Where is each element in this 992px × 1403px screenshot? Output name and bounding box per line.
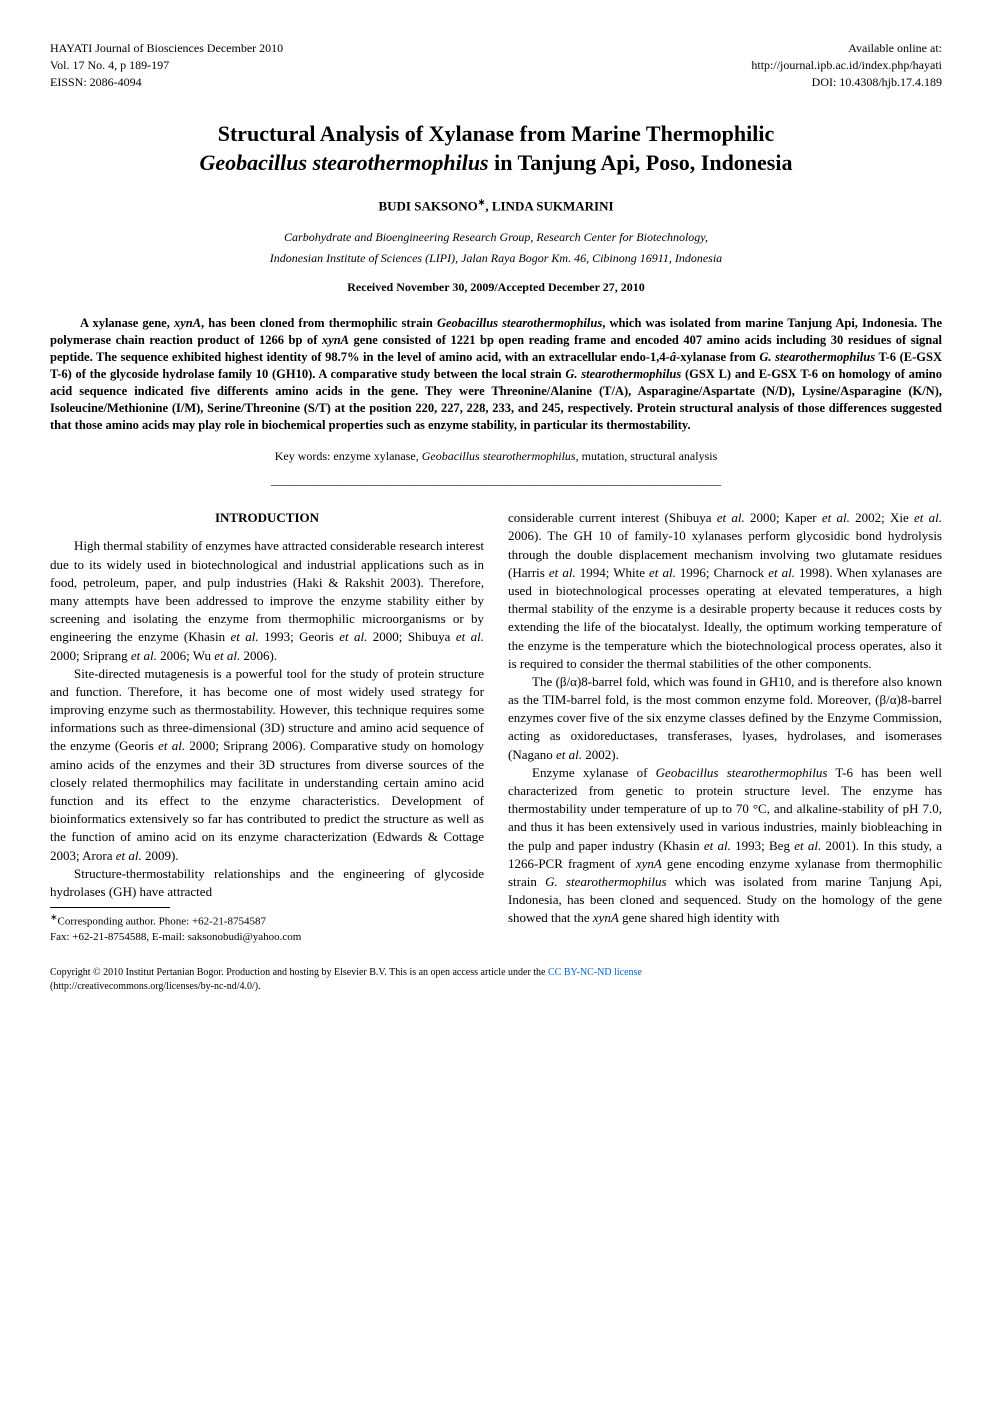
journal-url: http://journal.ipb.ac.id/index.php/hayat… <box>751 57 942 74</box>
journal-name: HAYATI Journal of Biosciences December 2… <box>50 40 283 57</box>
separator: ________________________________________… <box>50 472 942 489</box>
intro-p3: Structure-thermostability relationships … <box>50 865 484 901</box>
corresponding-line1: ∗Corresponding author. Phone: +62-21-875… <box>50 911 484 930</box>
affiliation-line1: Carbohydrate and Bioengineering Research… <box>50 229 942 246</box>
article-title: Structural Analysis of Xylanase from Mar… <box>50 120 942 177</box>
available-label: Available online at: <box>751 40 942 57</box>
title-line1: Structural Analysis of Xylanase from Mar… <box>218 121 775 146</box>
abstract: A xylanase gene, xynA, has been cloned f… <box>50 315 942 433</box>
corresponding-author: ∗Corresponding author. Phone: +62-21-875… <box>50 911 484 945</box>
intro-p2: Site-directed mutagenesis is a powerful … <box>50 665 484 865</box>
license-link[interactable]: CC BY-NC-ND license <box>548 967 642 978</box>
volume-info: Vol. 17 No. 4, p 189-197 <box>50 57 283 74</box>
title-block: Structural Analysis of Xylanase from Mar… <box>50 120 942 295</box>
intro-p1: High thermal stability of enzymes have a… <box>50 537 484 664</box>
left-column: INTRODUCTION High thermal stability of e… <box>50 509 484 945</box>
copyright-rest: (http://creativecommons.org/licenses/by-… <box>50 981 261 992</box>
footer-separator <box>50 907 170 908</box>
eissn: EISSN: 2086-4094 <box>50 74 283 91</box>
keywords-label: Key words: <box>275 449 334 463</box>
title-species: Geobacillus stearothermophilus <box>200 150 489 175</box>
page-header: HAYATI Journal of Biosciences December 2… <box>50 40 942 90</box>
header-left: HAYATI Journal of Biosciences December 2… <box>50 40 283 90</box>
affiliation-line2: Indonesian Institute of Sciences (LIPI),… <box>50 250 942 267</box>
header-right: Available online at: http://journal.ipb.… <box>751 40 942 90</box>
intro-p4: considerable current interest (Shibuya e… <box>508 509 942 673</box>
dates: Received November 30, 2009/Accepted Dece… <box>50 279 942 296</box>
keywords: Key words: enzyme xylanase, Geobacillus … <box>50 448 942 465</box>
authors: BUDI SAKSONO∗, LINDA SUKMARINI <box>50 196 942 216</box>
corresponding-line2: Fax: +62-21-8754588, E-mail: saksonobudi… <box>50 930 484 945</box>
copyright-text: Copyright © 2010 Institut Pertanian Bogo… <box>50 967 548 978</box>
doi: DOI: 10.4308/hjb.17.4.189 <box>751 74 942 91</box>
intro-p5: The (β/α)8-barrel fold, which was found … <box>508 673 942 764</box>
intro-p6: Enzyme xylanase of Geobacillus stearothe… <box>508 764 942 928</box>
title-line2-rest: in Tanjung Api, Poso, Indonesia <box>489 150 793 175</box>
main-content: INTRODUCTION High thermal stability of e… <box>50 509 942 945</box>
right-column: considerable current interest (Shibuya e… <box>508 509 942 945</box>
section-title-introduction: INTRODUCTION <box>50 509 484 527</box>
copyright: Copyright © 2010 Institut Pertanian Bogo… <box>50 966 942 994</box>
